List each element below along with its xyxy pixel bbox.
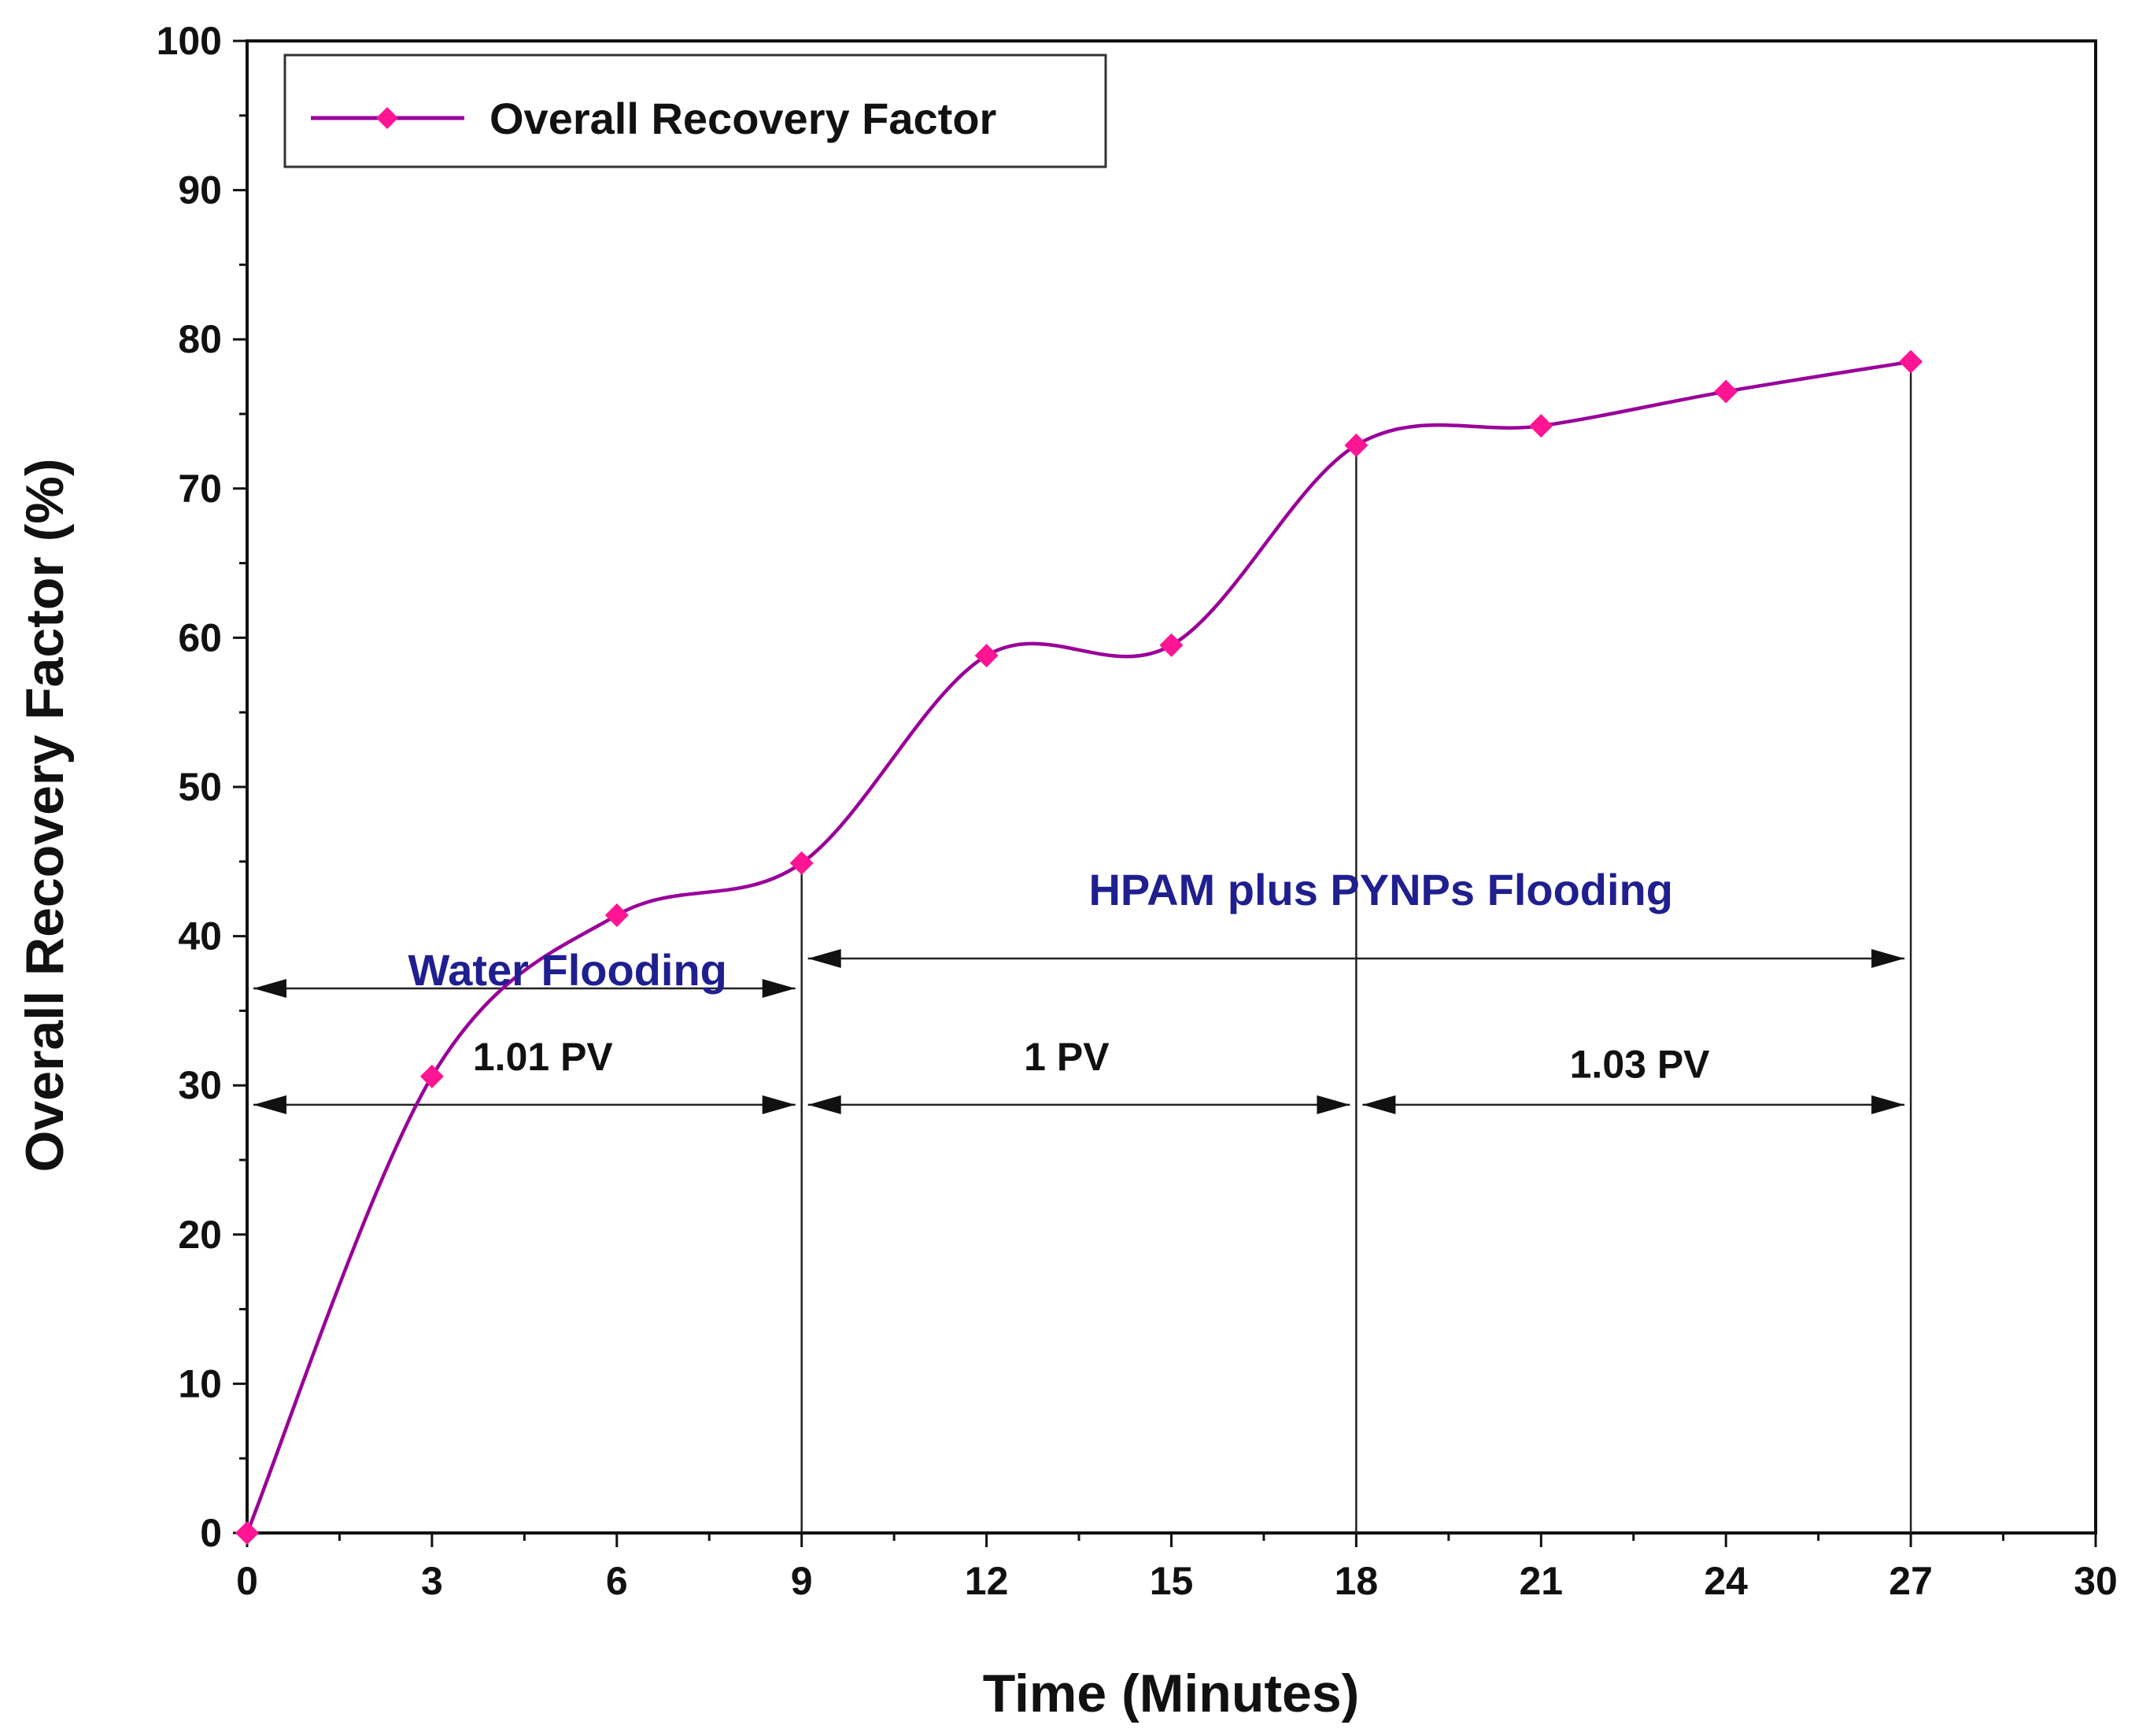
series-line-overall-recovery [245,360,1912,1534]
y-axis-title: Overall Recovery Factor (%) [15,458,75,1172]
annotation-pv-1-03: 1.03 PV [1570,1043,1711,1087]
x-tick-label: 24 [1704,1559,1748,1603]
span-arrow-head-right [762,978,796,998]
legend-label: Overall Recovery Factor [489,94,996,143]
legend-box [283,54,1107,168]
span-arrow-head-right [1871,949,1905,969]
data-point-marker [1714,379,1738,404]
x-tick-label: 27 [1889,1559,1933,1603]
axis-titles: Time (Minutes) Overall Recovery Factor (… [15,458,1359,1723]
legend-marker-diamond [376,107,398,129]
annotation-hpam-flooding: HPAM plus PYNPs Flooding [1088,865,1673,914]
annotation-arrows [253,361,1912,1533]
x-tick-label: 21 [1519,1559,1563,1603]
y-tick-label: 40 [178,914,222,958]
span-arrow-head-right [762,1095,796,1114]
data-point-marker [1344,433,1369,457]
y-tick-label: 10 [178,1361,222,1405]
legend: Overall Recovery Factor [283,54,1107,168]
y-tick-label: 60 [178,615,222,659]
y-tick-label: 20 [178,1213,222,1257]
axes: 0 3 6 9 12 15 18 21 24 27 30 0 10 20 30 40 50 60 70 80 90 100 [157,19,2118,1603]
span-arrow-head-left [253,978,286,998]
x-tick-label: 3 [421,1559,443,1603]
span-arrow-head-right [1871,1095,1905,1114]
x-tick-label: 12 [965,1559,1009,1603]
data-point-marker [1159,633,1184,657]
data-point-marker [1529,414,1553,438]
y-tick-label: 0 [200,1511,222,1555]
data-series [235,349,1923,1545]
y-tick-label: 100 [157,19,222,63]
x-tick-label: 18 [1335,1559,1379,1603]
span-arrow-head-left [253,1095,286,1114]
y-tick-label: 90 [178,168,222,212]
span-arrow-head-left [807,1095,841,1114]
data-point-marker [419,1064,444,1088]
x-tick-label: 30 [2074,1559,2118,1603]
data-point-marker [1899,349,1923,374]
data-point-marker [789,851,814,875]
x-tick-label: 15 [1150,1559,1194,1603]
y-tick-label: 50 [178,765,222,809]
x-tick-label: 0 [236,1559,258,1603]
span-arrow-head-left [807,949,841,969]
span-arrow-head-left [1362,1095,1396,1114]
annotation-texts: Water Flooding HPAM plus PYNPs Flooding … [408,865,1710,1087]
y-tick-label: 30 [178,1063,222,1107]
span-arrow-head-right [1317,1095,1350,1114]
x-axis-title: Time (Minutes) [983,1664,1360,1723]
data-point-marker [974,644,999,668]
annotation-pv-1-01: 1.01 PV [473,1035,614,1079]
annotation-water-flooding: Water Flooding [408,945,726,995]
x-tick-label: 9 [791,1559,813,1603]
x-tick-label: 6 [606,1559,628,1603]
annotation-pv-1: 1 PV [1024,1035,1110,1079]
data-point-marker [604,903,629,928]
plot-frame [246,39,2097,1535]
data-point-marker [235,1521,259,1545]
y-tick-label: 70 [178,467,222,511]
y-tick-label: 80 [178,317,222,361]
